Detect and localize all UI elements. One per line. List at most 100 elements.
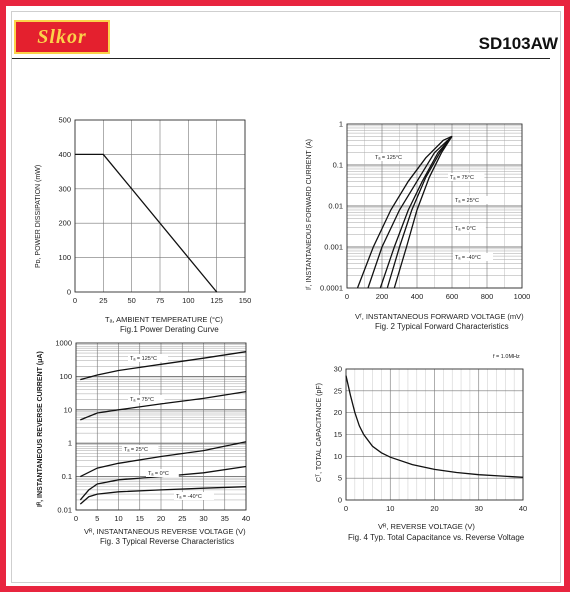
fig1-power-derating-chart: 0 25 50 75 100 125 150 0 100 200 300 400 500 xyxy=(58,116,252,306)
y-tick-label: 10 xyxy=(64,405,72,414)
series-line xyxy=(79,465,247,501)
y-tick-label: 0.0001 xyxy=(320,284,343,293)
fig2-xlabel: Vᶠ, INSTANTANEOUS FORWARD VOLTAGE (mV) xyxy=(355,312,524,321)
y-tick-label: 15 xyxy=(334,430,342,439)
fig4-xlabel: Vᴿ, REVERSE VOLTAGE (V) xyxy=(378,522,475,531)
x-tick-label: 0 xyxy=(345,292,349,301)
x-tick-label: 20 xyxy=(430,504,438,513)
annotation-label: Tₐ = -40°C xyxy=(176,494,202,500)
part-number: SD103AW xyxy=(478,34,558,53)
annotation-bg xyxy=(453,196,490,204)
brand-logo: Slkor xyxy=(14,20,110,54)
fig3-reverse-characteristics-chart: 0 5 10 15 20 25 30 35 40 1000 100 10 1 0.1 0.01 Tₐ = 12… xyxy=(55,339,250,524)
series-line xyxy=(367,135,453,289)
annotation-label: Tₐ = -40°C xyxy=(455,255,481,261)
annotation-label: Tₐ = 25°C xyxy=(455,198,479,204)
x-tick-label: 800 xyxy=(481,292,494,301)
x-tick-label: 25 xyxy=(178,514,186,523)
x-tick-label: 1000 xyxy=(514,292,531,301)
fig2-ylabel: Iᶠ, INSTANTANEOUS FORWARD CURRENT (A) xyxy=(306,139,313,290)
fig3-caption: Fig. 3 Typical Reverse Characteristics xyxy=(100,537,235,546)
y-tick-label: 10 xyxy=(334,452,342,461)
annotation-label: Tₐ = 75°C xyxy=(130,397,154,403)
annotation-bg xyxy=(128,395,165,403)
x-tick-label: 400 xyxy=(411,292,424,301)
x-tick-label: 20 xyxy=(157,514,165,523)
fig1-ylabel: Pᴅ, POWER DISSIPATION (mW) xyxy=(35,164,42,268)
x-tick-label: 75 xyxy=(156,296,164,305)
fig2-caption: Fig. 2 Typical Forward Characteristics xyxy=(375,322,509,331)
series-line xyxy=(80,351,247,381)
plot-frame xyxy=(75,342,247,511)
annotation-bg xyxy=(453,253,493,261)
fig2-forward-characteristics-chart: 0 200 400 600 800 1000 1 0.1 0.01 0.001 0.0001 Tₐ =… xyxy=(320,120,531,302)
x-tick-label: 30 xyxy=(199,514,207,523)
x-tick-label: 50 xyxy=(127,296,135,305)
plot-frame xyxy=(74,119,246,293)
x-tick-label: 200 xyxy=(376,292,389,301)
page-inner-border xyxy=(11,11,561,583)
y-tick-label: 0.01 xyxy=(57,506,72,515)
x-tick-label: 0 xyxy=(344,504,348,513)
series-line xyxy=(345,375,524,478)
annotation-label: Tₐ = 0°C xyxy=(455,226,476,232)
series-line xyxy=(379,135,453,289)
x-tick-label: 5 xyxy=(95,514,99,523)
header-divider xyxy=(12,58,550,59)
logo-text: Slkor xyxy=(37,25,87,48)
annotation-bg xyxy=(128,354,168,362)
fig4-capacitance-chart: 0 10 20 30 40 0 5 10 15 20 25 30 f = 1.0MHz xyxy=(334,352,531,513)
fig3-xlabel: Vᴿ, INSTANTANEOUS REVERSE VOLTAGE (V) xyxy=(84,527,246,536)
x-tick-label: 15 xyxy=(136,514,144,523)
y-tick-label: 0.001 xyxy=(324,243,343,252)
x-tick-label: 40 xyxy=(519,504,527,513)
y-tick-label: 100 xyxy=(58,253,71,262)
x-tick-label: 25 xyxy=(99,296,107,305)
series-line xyxy=(356,135,453,289)
y-tick-label: 25 xyxy=(334,386,342,395)
fig4-caption: Fig. 4 Typ. Total Capacitance vs. Revers… xyxy=(348,533,525,542)
annotation-bg xyxy=(146,469,179,477)
x-tick-label: 0 xyxy=(74,514,78,523)
x-tick-label: 125 xyxy=(210,296,223,305)
x-tick-label: 10 xyxy=(114,514,122,523)
y-tick-label: 0.01 xyxy=(328,202,343,211)
y-tick-label: 500 xyxy=(58,116,71,125)
annotation-bg xyxy=(491,352,531,360)
annotation-bg xyxy=(122,445,159,453)
annotation-label: Tₐ = 25°C xyxy=(124,447,148,453)
y-tick-label: 400 xyxy=(58,150,71,159)
x-tick-label: 40 xyxy=(242,514,250,523)
annotation-label: Tₐ = 125°C xyxy=(375,155,402,161)
series-line xyxy=(80,441,247,478)
x-tick-label: 30 xyxy=(475,504,483,513)
x-tick-label: 35 xyxy=(221,514,229,523)
y-tick-label: 100 xyxy=(59,372,72,381)
series-line xyxy=(393,135,453,289)
series-line xyxy=(386,135,453,289)
y-tick-label: 1 xyxy=(339,120,343,129)
y-tick-label: 20 xyxy=(334,408,342,417)
y-tick-label: 0.1 xyxy=(62,472,72,481)
y-tick-label: 0 xyxy=(67,288,71,297)
y-tick-label: 0.1 xyxy=(333,161,343,170)
series-line xyxy=(75,153,218,293)
fig1-caption: Fig.1 Power Derating Curve xyxy=(120,325,219,334)
y-tick-label: 1000 xyxy=(55,339,72,348)
annotation-bg xyxy=(174,492,214,500)
annotation-bg xyxy=(448,173,485,181)
plot-frame xyxy=(346,123,523,289)
annotation-bg xyxy=(453,224,486,232)
y-tick-label: 1 xyxy=(68,439,72,448)
x-tick-label: 150 xyxy=(239,296,252,305)
y-tick-label: 30 xyxy=(334,365,342,374)
x-tick-label: 100 xyxy=(182,296,195,305)
fig1-xlabel: Tₐ, AMBIENT TEMPERATURE (°C) xyxy=(105,315,223,324)
annotation-label: Tₐ = 0°C xyxy=(148,471,169,477)
y-tick-label: 0 xyxy=(338,496,342,505)
x-tick-label: 600 xyxy=(446,292,459,301)
fig3-ylabel: Iᴿ, INSTANTANEOUS REVERSE CURRENT (μA) xyxy=(37,351,44,507)
annotation-bg xyxy=(373,153,413,161)
fig4-ylabel: Cᵀ, TOTAL CAPACITANCE (pF) xyxy=(316,383,323,482)
